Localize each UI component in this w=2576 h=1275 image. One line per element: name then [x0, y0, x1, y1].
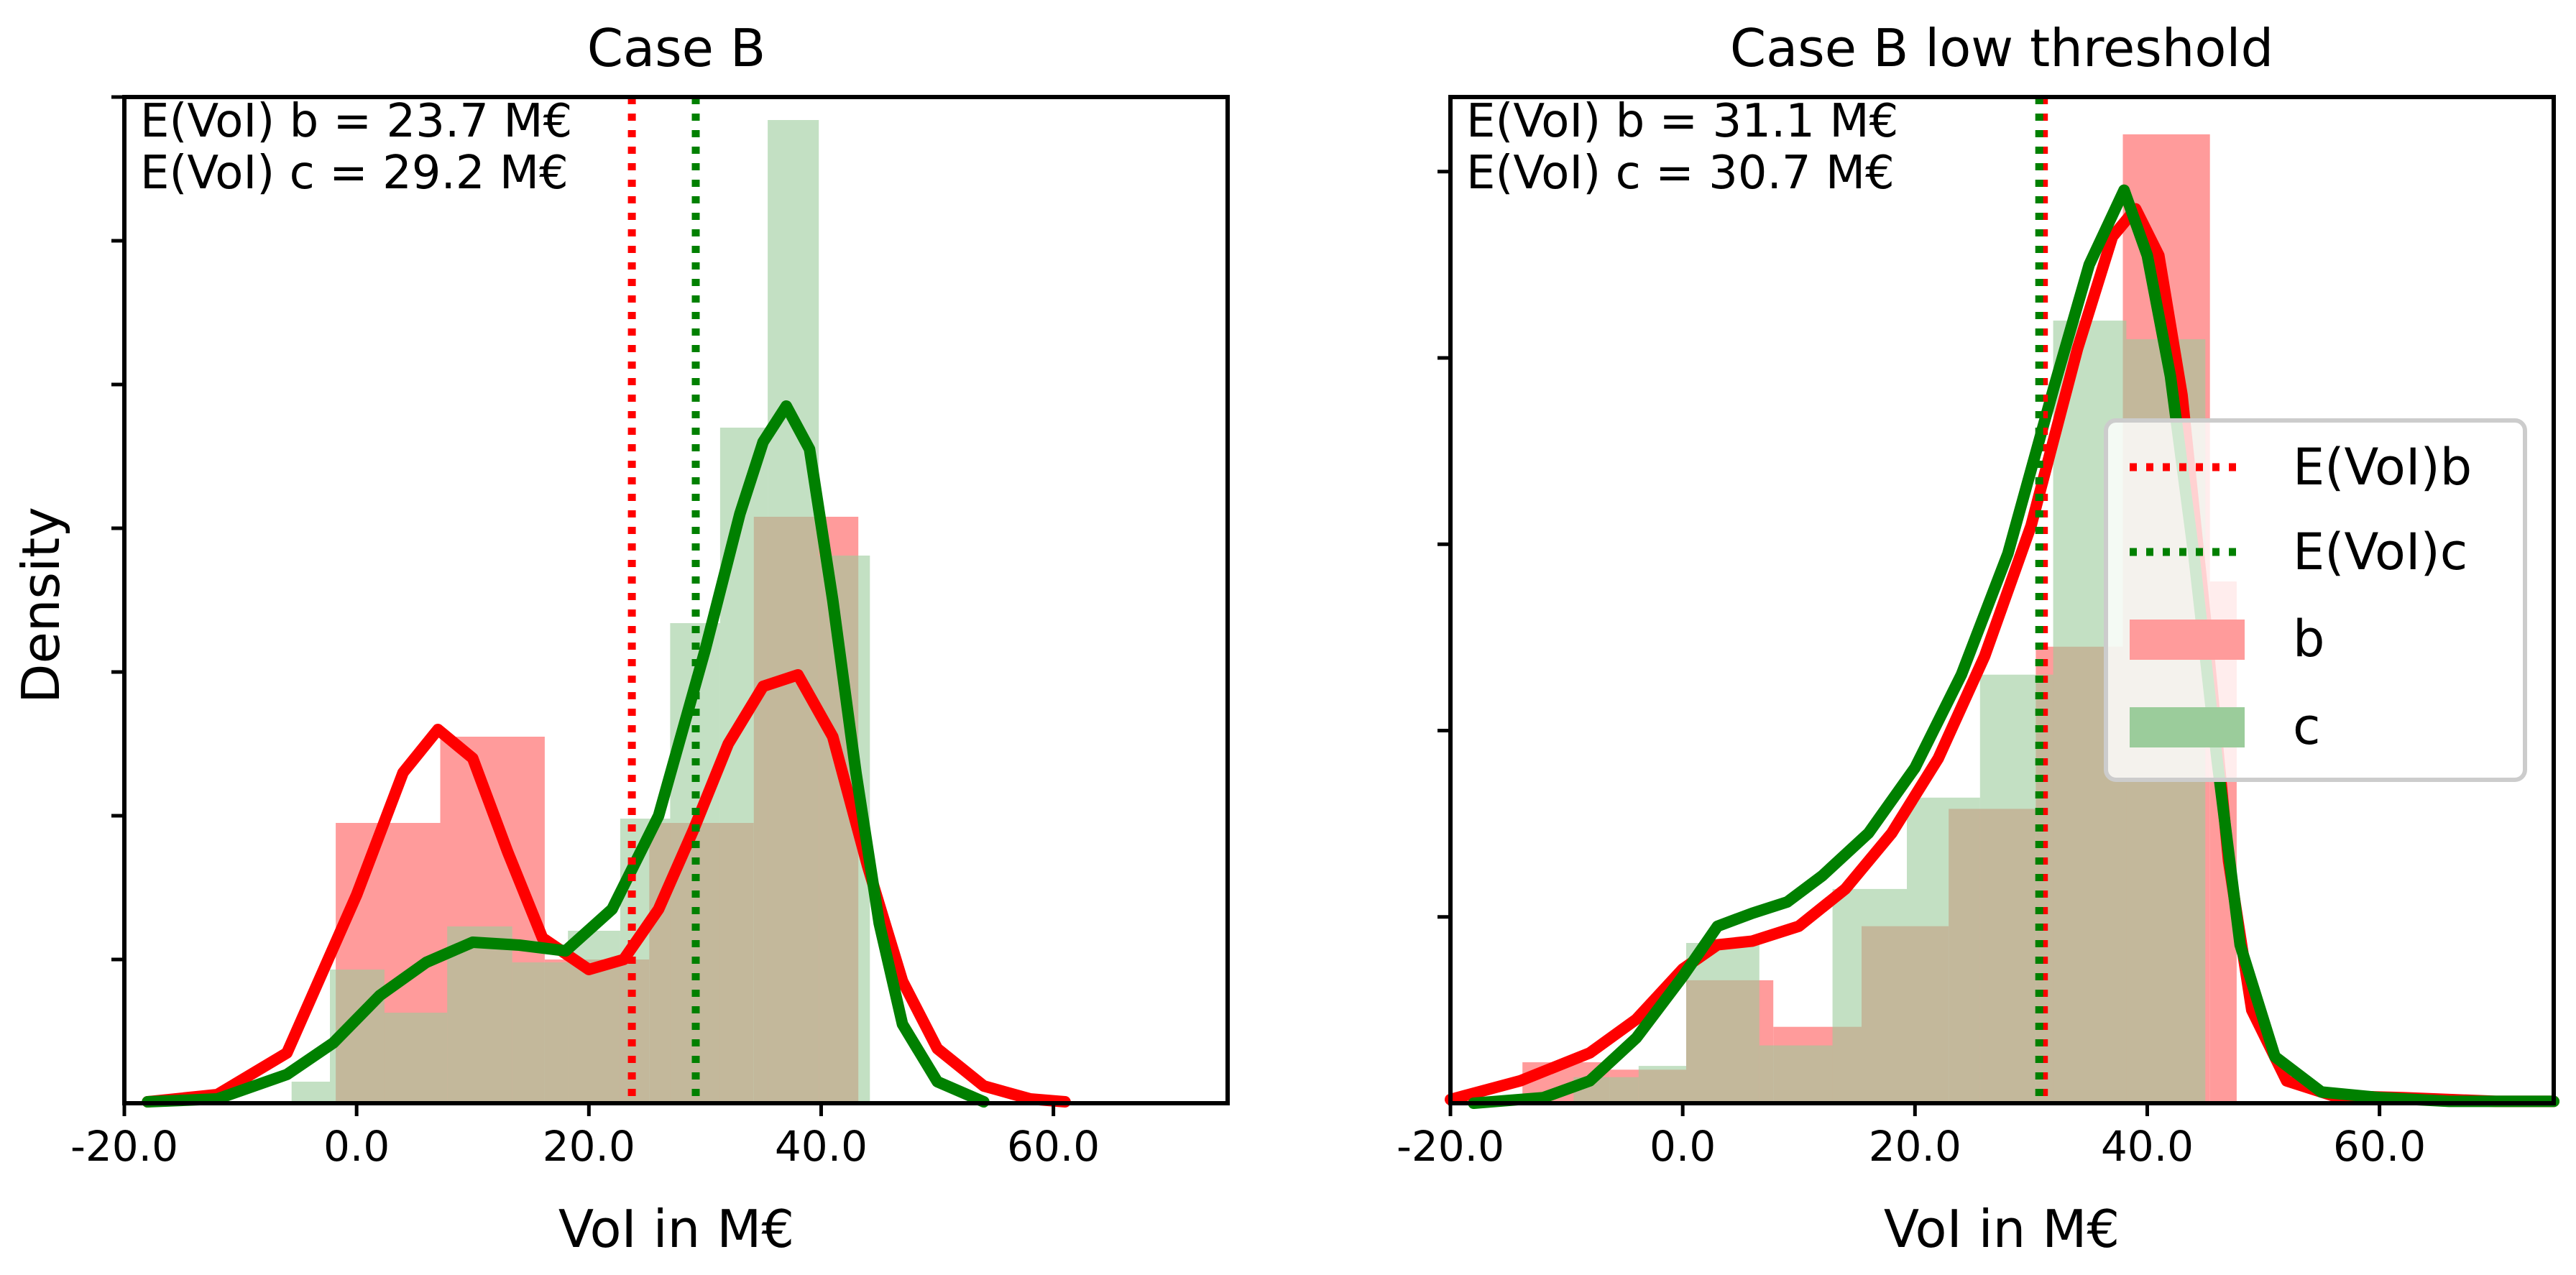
x-tick-label: -20.0 [1397, 1122, 1504, 1171]
kde-line-c [1468, 184, 2559, 1109]
hist-bar-c [1979, 674, 2053, 1103]
legend-label-c: c [2293, 697, 2321, 756]
legend-label-evoi-b: E(VoI)b [2293, 438, 2472, 497]
x-tick-label: 0.0 [1650, 1122, 1716, 1171]
hist-bar-c [1686, 943, 1760, 1103]
x-tick-label: 60.0 [1007, 1122, 1100, 1171]
mean-lines-layer [627, 97, 700, 1103]
annotation-evoi-b: E(VoI) b = 31.1 M€ [1466, 95, 1898, 148]
hist-bar-c [447, 926, 512, 1103]
x-tick-label: 20.0 [1869, 1122, 1961, 1171]
bars-layer [291, 120, 870, 1103]
x-axis-label: VoI in M€ [1884, 1199, 2120, 1259]
mean-lines-layer [2035, 97, 2048, 1103]
plot-frame [122, 95, 1230, 1105]
x-tick-label: 0.0 [323, 1122, 390, 1171]
hist-bar-c [512, 962, 569, 1103]
kde-layer [1445, 184, 2559, 1109]
x-tick-label: 40.0 [2101, 1122, 2194, 1171]
kde-line-b [142, 669, 1071, 1108]
legend-handle-b [2130, 620, 2245, 660]
figure-ylabel: Density [11, 507, 71, 704]
annotation-evoi-c: E(VoI) c = 29.2 M€ [140, 147, 569, 200]
panel-title: Case B [587, 18, 765, 78]
annotation-evoi-b: E(VoI) b = 23.7 M€ [140, 95, 572, 148]
panel-case-b-low-threshold: Case B low threshold -20.0 0.0 20.0 40.0 60.… [1397, 18, 2559, 1259]
ticks-layer: -20.0 0.0 20.0 40.0 60.0 [1397, 170, 2426, 1171]
hist-bar-c [1638, 1066, 1686, 1103]
x-tick-label: -20.0 [70, 1122, 178, 1171]
kde-line-c [142, 400, 990, 1108]
x-tick-label: 60.0 [2333, 1122, 2426, 1171]
legend-label-b: b [2293, 609, 2324, 668]
hist-bar-c [1832, 888, 1907, 1103]
legend-handle-c [2130, 707, 2245, 747]
ticks-layer: -20.0 0.0 20.0 40.0 60.0 [70, 95, 1100, 1171]
x-tick-label: 20.0 [543, 1122, 635, 1171]
panel-case-b: Case B -20.0 0.0 20.0 40.0 60.0 E(VoI) b = 2… [70, 18, 1230, 1259]
legend: E(VoI)b E(VoI)c b c [2104, 418, 2527, 782]
hist-bar-c [384, 1013, 448, 1103]
legend-label-evoi-c: E(VoI)c [2293, 523, 2467, 581]
plot-frame [1448, 95, 2556, 1105]
hist-bar-c [291, 1082, 330, 1103]
x-tick-label: 40.0 [775, 1122, 868, 1171]
hist-bar-c [1759, 1045, 1833, 1103]
annotation-evoi-c: E(VoI) c = 30.7 M€ [1466, 147, 1895, 200]
kde-layer [142, 400, 1071, 1108]
hist-bar-c [1907, 797, 1980, 1103]
legend-frame [2104, 418, 2527, 782]
panel-title: Case B low threshold [1730, 18, 2273, 78]
x-axis-label: VoI in M€ [558, 1199, 794, 1259]
hist-bar-c [768, 120, 819, 1103]
hist-bar-c [719, 428, 768, 1103]
